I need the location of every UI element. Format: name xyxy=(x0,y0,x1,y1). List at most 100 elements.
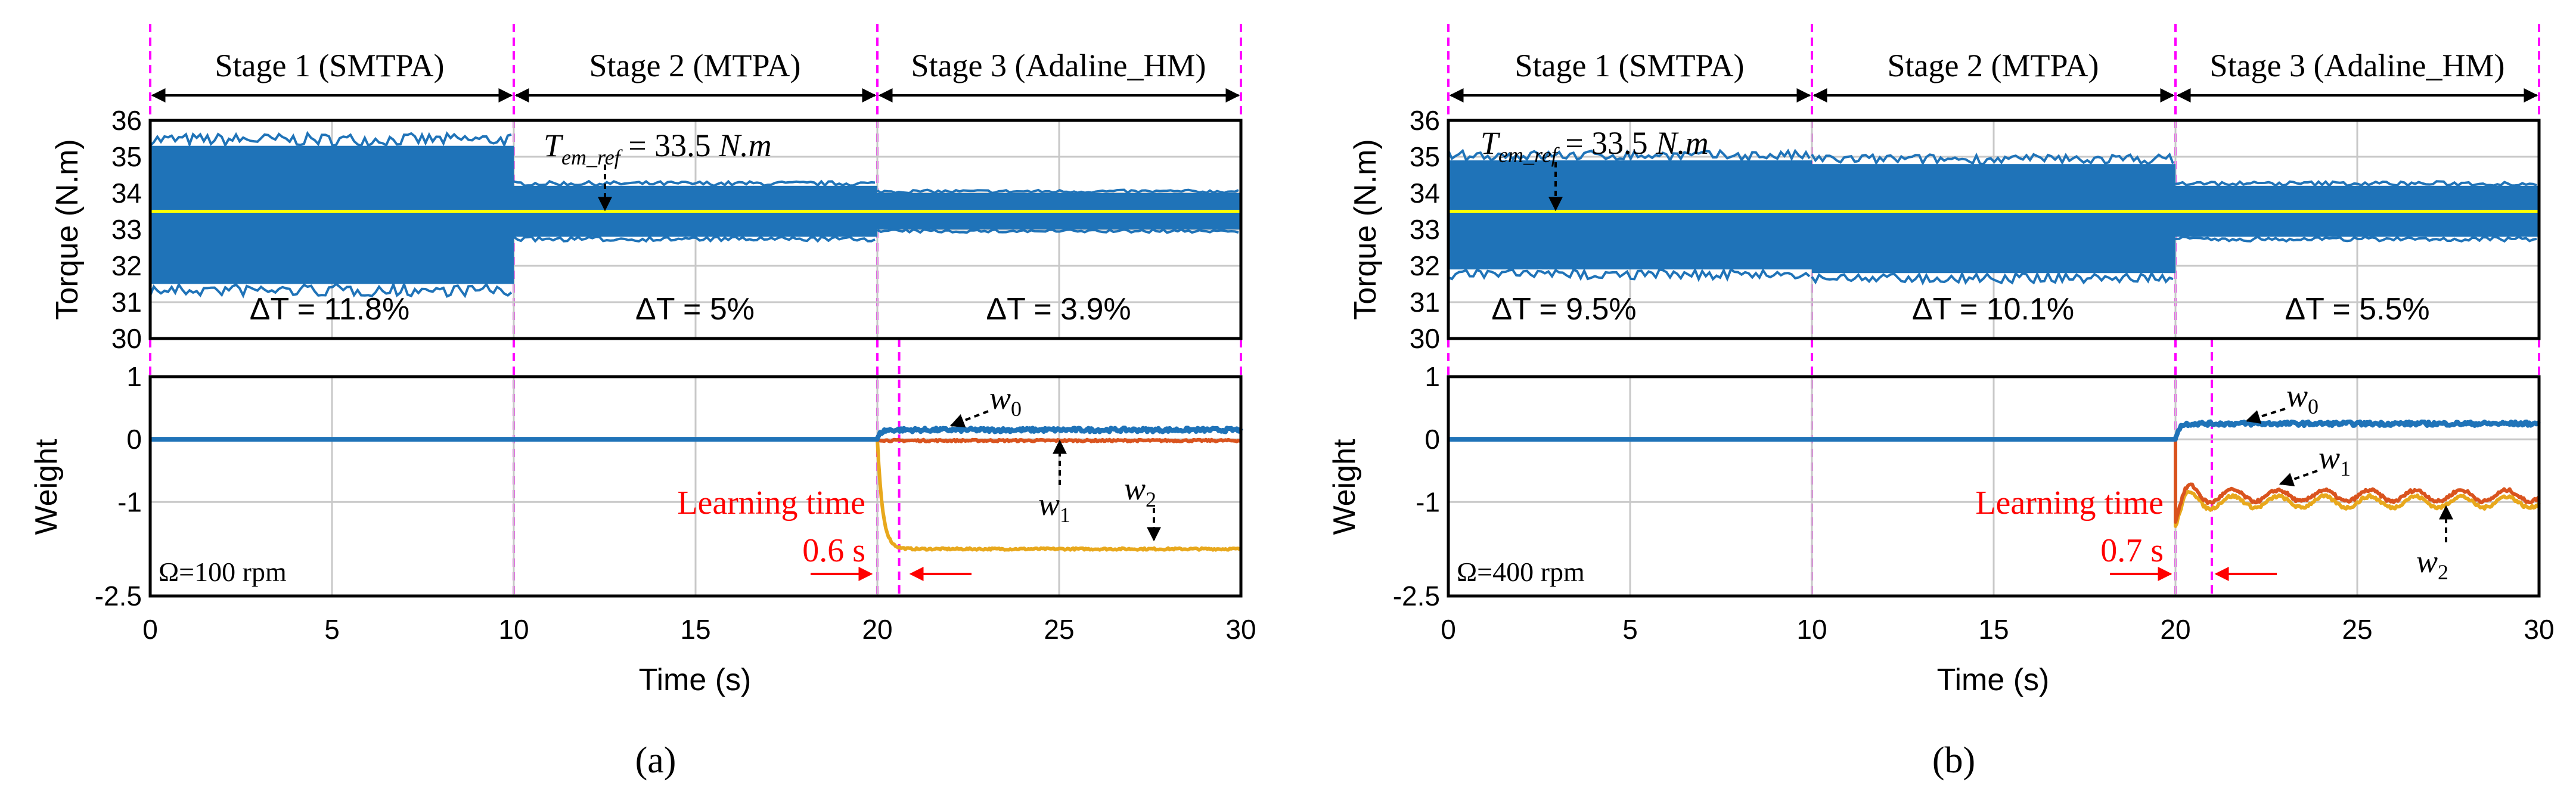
stage-2-label: Stage 2 (MTPA) xyxy=(589,48,800,83)
torque-y-tick-label: 33 xyxy=(111,214,142,245)
weight-y-axis-label: Weight xyxy=(1327,439,1362,535)
torque-ripple-bottom-edge xyxy=(513,235,876,243)
w1-symbol: w xyxy=(1038,486,1060,522)
learning-time-value: 0.7 s xyxy=(2100,532,2164,569)
torque-plot-frame xyxy=(148,119,1243,340)
w1-subscript: 1 xyxy=(2340,457,2351,480)
torque-y-tick-label: 31 xyxy=(1410,287,1440,318)
torque-y-tick-label: 30 xyxy=(111,323,142,354)
torque-plot-frame xyxy=(1447,119,2541,340)
delta-t-stage-1: ΔT = 9.5% xyxy=(1491,292,1636,327)
torque-ripple-band-1 xyxy=(1448,160,1812,270)
stage-3-label: Stage 3 (Adaline_HM) xyxy=(2210,48,2505,83)
torque-y-tick-label: 30 xyxy=(1410,323,1440,354)
x-axis-label: Time (s) xyxy=(639,663,752,697)
torque-ripple-bottom-edge xyxy=(877,228,1239,234)
panel-b: Stage 1 (SMTPA) Stage 2 (MTPA) Stage 3 (… xyxy=(1327,24,2555,781)
w2-label: w2 xyxy=(1124,471,1156,511)
ref-symbol: T xyxy=(1481,125,1501,161)
weight-y-tick-label: -1 xyxy=(1416,486,1440,517)
x-tick-label: 25 xyxy=(1044,614,1074,645)
speed-label: Ω=400 rpm xyxy=(1457,557,1585,587)
w0-symbol: w xyxy=(2286,378,2308,414)
subfigure-label: (a) xyxy=(635,740,676,781)
x-tick-label: 10 xyxy=(498,614,529,645)
weight-y-axis-label: Weight xyxy=(29,439,64,535)
x-tick-label: 0 xyxy=(1441,614,1456,645)
weight-series-w1 xyxy=(1448,437,2540,524)
weight-plot-frame xyxy=(1447,375,2541,598)
stage-2-label: Stage 2 (MTPA) xyxy=(1887,48,2099,83)
torque-y-tick-label: 35 xyxy=(1410,141,1440,172)
x-tick-label: 5 xyxy=(324,614,340,645)
x-tick-label: 15 xyxy=(680,614,710,645)
weight-y-tick-label: -2.5 xyxy=(95,580,142,611)
x-tick-label: 15 xyxy=(1978,614,2009,645)
w0-arrow xyxy=(2245,408,2286,424)
learning-time-value: 0.6 s xyxy=(802,532,865,569)
x-tick-label: 10 xyxy=(1796,614,1827,645)
w0-subscript: 0 xyxy=(2308,395,2319,418)
torque-y-tick-label: 34 xyxy=(1410,178,1440,209)
torque-ripple-bottom-edge xyxy=(149,281,513,299)
weight-y-tick-label: 1 xyxy=(1424,361,1440,392)
w2-symbol: w xyxy=(1124,471,1146,507)
weight-series-w2 xyxy=(1448,437,2541,528)
ref-subscript: em_ref xyxy=(1498,143,1560,167)
stage-1-label: Stage 1 (SMTPA) xyxy=(215,48,444,83)
weight-series-w0 xyxy=(1448,419,2541,442)
weight-y-tick-label: 0 xyxy=(1424,424,1440,455)
weight-subplot: 10-1-2.50 5 10 15 20 25 30 xyxy=(1393,361,2555,645)
stage-header: Stage 1 (SMTPA) Stage 2 (MTPA) Stage 3 (… xyxy=(149,24,1242,596)
weight-series-w2 xyxy=(150,437,1242,552)
torque-y-tick-label: 36 xyxy=(111,105,142,136)
reference-torque-label: Tem_ref = 33.5 N.m xyxy=(544,128,772,169)
annotations: Tem_ref = 33.5 N.m ΔT = 11.8% ΔT = 5% ΔT… xyxy=(159,128,1161,587)
w1-arrow xyxy=(2279,470,2318,487)
torque-y-tick-label: 34 xyxy=(111,178,142,209)
weight-y-tick-label: -1 xyxy=(117,486,142,517)
x-tick-label: 0 xyxy=(142,614,158,645)
w2-label: w2 xyxy=(2416,544,2448,584)
torque-y-axis-label: Torque (N.m) xyxy=(1348,139,1383,319)
subfigure-label: (b) xyxy=(1932,740,1975,781)
torque-ripple-top-edge xyxy=(1811,152,2174,166)
w0-subscript: 0 xyxy=(1011,397,1022,421)
stage-1-label: Stage 1 (SMTPA) xyxy=(1514,48,1744,83)
x-tick-label: 5 xyxy=(1622,614,1638,645)
x-tick-label: 25 xyxy=(2342,614,2372,645)
w1-label: w1 xyxy=(2319,440,2351,480)
torque-y-tick-label: 33 xyxy=(1410,214,1440,245)
weight-series-w0 xyxy=(150,426,1243,442)
weight-subplot: 10-1-2.50 5 10 15 20 25 30 xyxy=(95,361,1256,645)
torque-ripple-top-edge xyxy=(513,179,876,188)
w2-subscript: 2 xyxy=(2438,560,2448,584)
torque-ripple-band-1 xyxy=(150,145,514,284)
delta-t-stage-2: ΔT = 10.1% xyxy=(1912,292,2074,327)
learning-time-label: Learning time xyxy=(677,485,865,521)
torque-subplot: 36 35 34 33 32 31 30 xyxy=(111,105,1243,354)
reference-torque-label: Tem_ref = 33.5 N.m xyxy=(1481,125,1709,167)
weight-plot-frame xyxy=(148,375,1243,598)
ref-value: = 33.5 xyxy=(620,128,719,163)
ref-symbol: T xyxy=(544,128,564,163)
w0-arrow xyxy=(949,410,989,428)
delta-t-stage-1: ΔT = 11.8% xyxy=(250,292,409,327)
annotations: Tem_ref = 33.5 N.m ΔT = 9.5% ΔT = 10.1% … xyxy=(1457,125,2453,587)
torque-ripple-top-edge xyxy=(2175,179,2537,188)
w0-symbol: w xyxy=(989,380,1011,416)
w2-subscript: 2 xyxy=(1146,488,1156,511)
ref-subscript: em_ref xyxy=(561,145,623,169)
weight-y-tick-label: 1 xyxy=(126,361,142,392)
delta-t-stage-3: ΔT = 3.9% xyxy=(986,292,1131,327)
ref-unit: N.m xyxy=(1655,125,1709,161)
w0-label: w0 xyxy=(2286,378,2319,418)
axis-labels: Torque (N.m) Weight Time (s) (b) xyxy=(1327,139,2049,781)
x-tick-label: 20 xyxy=(862,614,892,645)
torque-subplot: 36 35 34 33 32 31 30 xyxy=(1410,105,2541,354)
torque-y-tick-label: 35 xyxy=(111,141,142,172)
w2-symbol: w xyxy=(2416,544,2438,579)
w1-symbol: w xyxy=(2319,440,2340,476)
axis-labels: Torque (N.m) Weight Time (s) (a) xyxy=(29,139,751,781)
